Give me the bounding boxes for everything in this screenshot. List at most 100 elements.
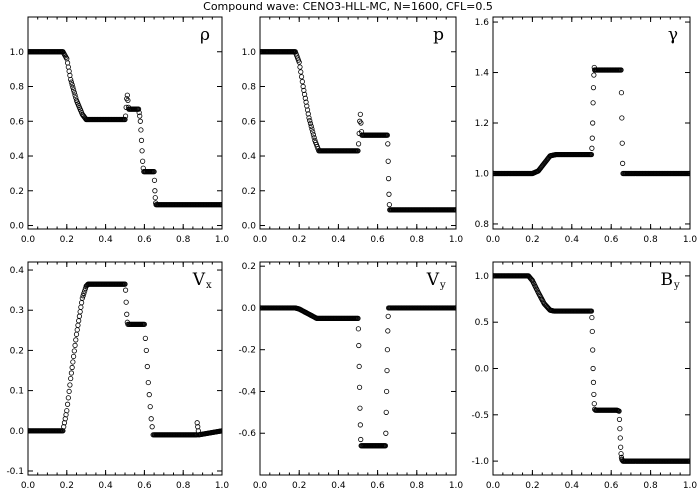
panel-variable-subscript: x	[206, 280, 212, 291]
panels: 0.0 0.2 0.4 0.6 0.8 1.00.00.20.40.60.81.0ρ0.0…	[6, 16, 697, 491]
data-point	[136, 109, 142, 116]
data-point	[590, 379, 597, 385]
data-point	[64, 408, 70, 414]
data-point	[139, 148, 145, 154]
data-point	[78, 304, 84, 310]
y-tick-label: 0.0	[10, 222, 25, 232]
data-point	[79, 295, 85, 301]
data-point	[69, 82, 75, 88]
y-tick-label: 0.4	[10, 266, 25, 276]
data-point	[122, 287, 129, 293]
y-tick-label: 0.0	[242, 304, 257, 314]
x-tick-label: 0.6	[137, 235, 152, 245]
x-tick-label: 0.8	[643, 235, 658, 245]
data-point	[124, 311, 130, 317]
data-point	[385, 158, 391, 164]
plot-frame	[492, 16, 691, 230]
y-tick-label: 0.0	[242, 222, 257, 232]
y-tick-label: -0.4	[238, 387, 256, 397]
data-point	[125, 97, 131, 104]
data-point	[589, 135, 595, 141]
data-point	[152, 195, 158, 201]
panel-2: 0.0 0.2 0.4 0.6 0.8 1.0 0.0 0.2 0.4 0.6 0.8 1.0 p	[242, 16, 464, 245]
data-series	[493, 64, 690, 177]
data-point	[307, 120, 314, 127]
x-tick-label: 1.0	[449, 481, 464, 491]
data-point	[687, 170, 690, 177]
data-point	[385, 141, 391, 147]
y-tick-label: -0.2	[238, 346, 256, 356]
data-point	[358, 436, 364, 443]
data-point	[152, 188, 158, 194]
data-point	[355, 141, 362, 147]
data-point	[306, 115, 312, 121]
data-point	[616, 408, 622, 414]
y-tick-label: 0.2	[10, 187, 24, 197]
data-point	[355, 315, 361, 321]
data-point	[73, 331, 80, 337]
x-tick-label: 0.2	[525, 481, 539, 491]
x-tick-label: 0.0	[253, 481, 268, 491]
data-point	[123, 299, 129, 305]
data-point	[356, 384, 363, 390]
x-tick-label: 0.0	[253, 235, 268, 245]
y-tick-label: 0.0	[10, 427, 25, 437]
data-point	[137, 113, 143, 119]
data-series	[493, 273, 690, 464]
y-tick-label: -0.5	[471, 411, 489, 421]
data-point	[589, 314, 595, 321]
panel-variable-label: γ	[668, 25, 678, 45]
x-tick-label: 0.4	[565, 235, 580, 245]
data-point	[310, 132, 317, 138]
data-point	[81, 290, 87, 296]
data-point	[143, 347, 149, 354]
x-tick-label: 0.4	[331, 235, 346, 245]
data-point	[591, 72, 597, 78]
x-tick-label: 1.0	[449, 235, 464, 245]
data-point	[65, 395, 71, 401]
y-tick-label: 1.6	[475, 18, 490, 28]
data-point	[619, 115, 625, 121]
data-point	[588, 151, 595, 158]
data-point	[384, 347, 390, 353]
data-point	[356, 363, 362, 370]
data-point	[78, 300, 85, 306]
data-point	[68, 79, 75, 85]
x-tick-label: 0.8	[410, 481, 425, 491]
data-point	[74, 327, 80, 333]
x-tick-label: 0.8	[410, 235, 425, 245]
data-point	[357, 111, 363, 117]
data-point	[618, 90, 625, 96]
x-tick-label: 0.2	[60, 481, 74, 491]
data-point	[619, 140, 625, 146]
data-point	[589, 328, 595, 335]
data-point	[122, 113, 129, 119]
data-point	[310, 129, 316, 135]
x-tick-label: 0.2	[60, 235, 74, 245]
data-point	[72, 342, 78, 348]
x-tick-label: 0.4	[98, 235, 113, 245]
x-tick-label: 0.8	[176, 235, 191, 245]
data-point	[617, 435, 623, 441]
y-tick-label: 0.1	[10, 387, 24, 397]
data-point	[76, 313, 83, 319]
x-tick-label: 1.0	[215, 235, 230, 245]
data-point	[386, 191, 392, 197]
data-point	[71, 89, 77, 96]
y-tick-label: 1.0	[475, 272, 490, 282]
data-point	[135, 106, 142, 112]
y-tick-label: -0.1	[6, 467, 24, 477]
data-point	[66, 388, 72, 395]
panel-5: 0.0 0.2 0.4 0.6 0.8 1.0 -0.6 -0.4 -0.2 0.0 0.2 V y	[238, 261, 464, 491]
data-point	[453, 305, 456, 311]
data-point	[76, 318, 82, 324]
x-tick-label: 0.2	[525, 235, 539, 245]
data-point	[311, 134, 317, 141]
data-point	[386, 202, 392, 208]
data-point	[70, 359, 76, 365]
data-point	[64, 60, 71, 66]
data-point	[75, 322, 81, 328]
y-tick-label: -1.0	[471, 457, 489, 467]
x-tick-label: 0.6	[370, 481, 385, 491]
